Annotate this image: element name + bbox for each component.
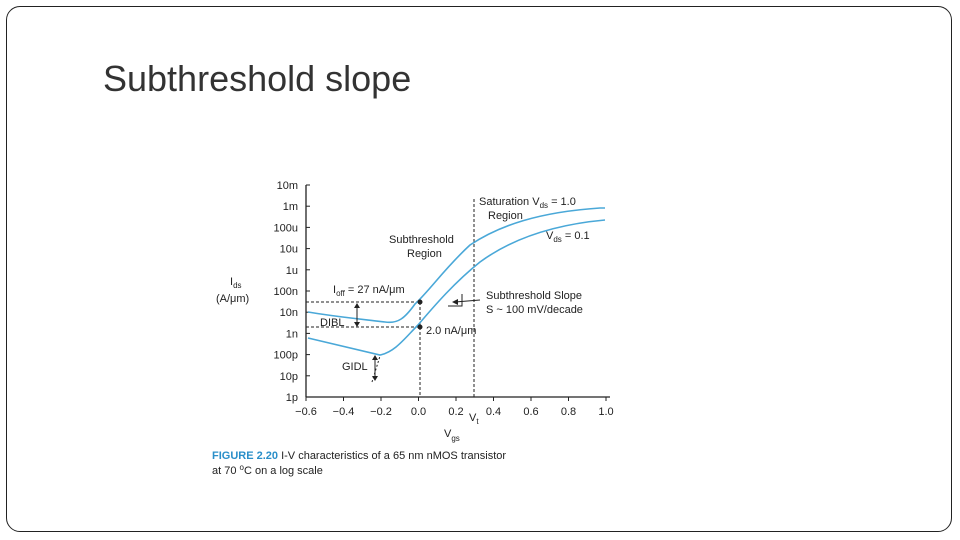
y-tick-group: 10m 1m 100u 10u 1u 100n 10n 1n 100p 10p 1p <box>274 180 310 404</box>
y-axis-unit: (A/μm) <box>216 293 249 305</box>
x-tick-label: −0.4 <box>333 406 355 418</box>
gidl-label: GIDL <box>342 361 368 373</box>
y-tick-label: 10n <box>280 307 298 319</box>
ioff-label: Ioff = 27 nA/μm <box>333 284 405 298</box>
slope-pointer-arrow <box>454 299 481 303</box>
x-tick-label: 0.8 <box>561 406 576 418</box>
vt-label: Vt <box>469 412 479 426</box>
na2-label: 2.0 nA/μm <box>426 325 476 337</box>
slope-pointer-head <box>452 299 458 305</box>
y-axis-label: Ids <box>230 276 242 290</box>
ioff-point <box>417 299 423 305</box>
y-tick-label: 100p <box>274 350 298 362</box>
dibl-arrow-head-bottom <box>354 322 360 327</box>
x-tick-label: −0.2 <box>370 406 392 418</box>
gidl-arrow-head-top <box>372 355 378 360</box>
y-tick-label: 1u <box>286 265 298 277</box>
dibl-label: DIBL <box>320 317 344 329</box>
x-tick-label: 1.0 <box>598 406 613 418</box>
x-tick-label: 0.2 <box>448 406 463 418</box>
figure-caption-line2: at 70 oC on a log scale <box>212 463 323 477</box>
subthreshold-label: Subthreshold <box>389 234 454 246</box>
curve-vds-1-0 <box>307 207 605 324</box>
na2-point <box>417 324 423 330</box>
x-axis-label: Vgs <box>444 428 460 443</box>
subthreshold-region-label: Region <box>407 248 442 260</box>
slide-frame <box>6 6 952 532</box>
y-tick-label: 100u <box>274 222 298 234</box>
y-tick-label: 1p <box>286 392 298 404</box>
x-tick-group: −0.6 −0.4 −0.2 0.0 0.2 0.4 0.6 0.8 1.0 <box>295 397 614 418</box>
x-tick-label: 0.6 <box>523 406 538 418</box>
vds-0-1-label: Vds = 0.1 <box>546 230 590 244</box>
gidl-arrow-head-bottom <box>372 376 378 381</box>
slope-triangle <box>448 294 463 307</box>
y-tick-label: 10m <box>277 180 298 192</box>
subthreshold-slope-value: S ~ 100 mV/decade <box>486 304 583 316</box>
y-tick-label: 1n <box>286 328 298 340</box>
saturation-region-label: Region <box>488 210 523 222</box>
dibl-arrow-head-top <box>354 303 360 308</box>
subthreshold-slope-label: Subthreshold Slope <box>486 290 582 302</box>
x-tick-label: 0.0 <box>411 406 426 418</box>
saturation-label: Saturation Vds = 1.0 <box>479 196 576 210</box>
x-tick-label: 0.4 <box>486 406 501 418</box>
y-tick-label: 1m <box>283 201 298 213</box>
y-tick-label: 10u <box>280 244 298 256</box>
curve-vds-0-1 <box>307 219 606 356</box>
slide-title: Subthreshold slope <box>103 58 412 99</box>
x-tick-label: −0.6 <box>295 406 317 418</box>
figure-caption-line1: FIGURE 2.20 I-V characteristics of a 65 … <box>212 450 506 462</box>
y-tick-label: 100n <box>274 286 298 298</box>
y-tick-label: 10p <box>280 371 298 383</box>
